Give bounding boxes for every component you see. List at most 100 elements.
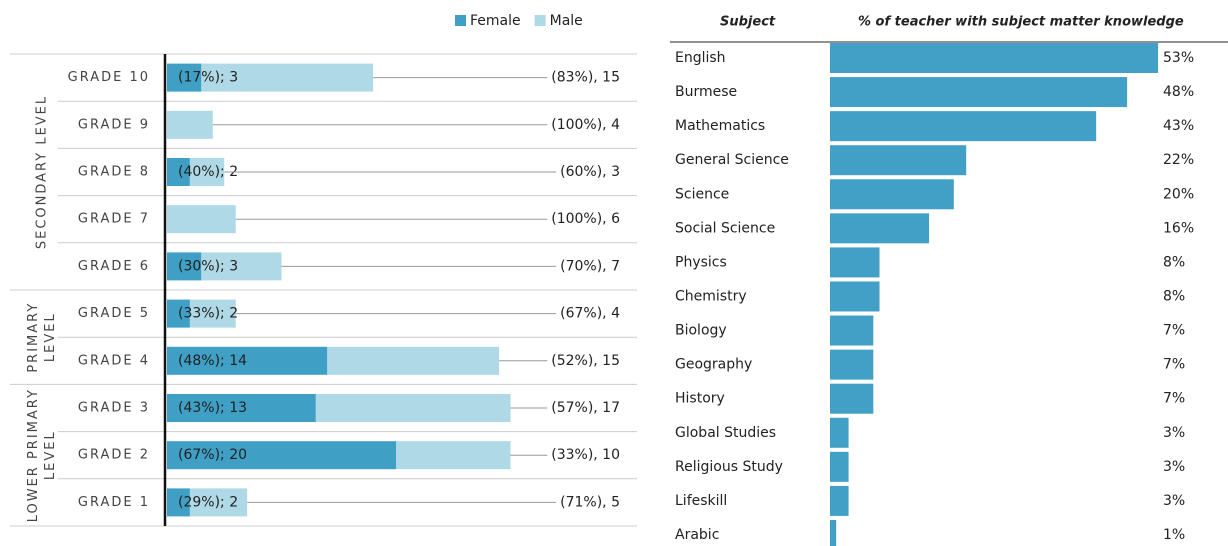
bar-segment [167, 488, 190, 517]
female-label: (40%); 2 [178, 164, 238, 180]
grade-label: GRADE 2 [78, 448, 150, 463]
bar-segment [396, 441, 511, 470]
bar-segment [189, 158, 225, 186]
bar-segment [201, 63, 374, 92]
value-label: 3% [1163, 425, 1185, 441]
category-label: Burmese [675, 84, 737, 100]
value-label: 7% [1163, 323, 1185, 339]
female-label: (67%); 20 [178, 447, 247, 463]
bar [830, 417, 849, 448]
grade-label: GRADE 5 [78, 306, 150, 321]
category-label: Global Studies [675, 425, 776, 441]
bar-segment [189, 299, 236, 328]
female-label: (33%); 2 [178, 306, 238, 322]
category-label: Religious Study [675, 459, 783, 475]
grade-label: GRADE 10 [68, 70, 150, 85]
value-label: 8% [1163, 254, 1185, 270]
header: % of teacher with subject matter knowled… [858, 15, 1184, 30]
legend-label: Male [550, 13, 583, 29]
value-label: 43% [1163, 118, 1194, 134]
bar-segment [167, 346, 328, 375]
bar [830, 247, 880, 278]
legend-swatch [455, 15, 466, 26]
bar [830, 43, 1159, 73]
bar-segment [167, 63, 202, 92]
male-label: (100%), 4 [551, 117, 620, 133]
grade-label: GRADE 4 [78, 353, 150, 368]
female-label: (30%); 3 [178, 258, 238, 274]
header: Subject [720, 15, 776, 30]
value-label: 16% [1163, 220, 1194, 236]
value-label: 1% [1163, 527, 1185, 543]
bar [830, 349, 874, 380]
bar-segment [167, 394, 316, 422]
value-label: 8% [1163, 288, 1185, 304]
male-label: (70%), 7 [560, 258, 620, 274]
bar [830, 315, 874, 346]
bar-segment [167, 299, 190, 328]
group-label: LEVEL [43, 430, 58, 480]
bar-segment [167, 110, 213, 139]
bar [830, 485, 849, 516]
group-label: PRIMARY [26, 302, 41, 373]
category-label: English [675, 50, 726, 66]
bar-segment [315, 394, 511, 422]
category-label: Physics [675, 254, 727, 270]
grade-label: GRADE 3 [78, 401, 150, 416]
male-label: (100%), 6 [551, 211, 620, 227]
male-label: (33%), 10 [551, 447, 620, 463]
category-label: Lifeskill [675, 493, 727, 509]
male-label: (52%), 15 [551, 353, 620, 369]
bar [830, 145, 967, 176]
bar-segment [167, 205, 236, 234]
bar [830, 179, 954, 210]
value-label: 48% [1163, 84, 1194, 100]
group-label: SECONDARY LEVEL [35, 95, 50, 249]
male-label: (57%), 17 [551, 400, 620, 416]
legend-swatch [534, 15, 546, 26]
bar [830, 77, 1128, 108]
female-label: (29%); 2 [178, 494, 238, 510]
category-label: Chemistry [675, 288, 747, 304]
value-label: 20% [1163, 186, 1194, 202]
bar-segment [201, 252, 282, 281]
bar-segment [167, 441, 396, 470]
female-label: (43%); 13 [178, 400, 247, 416]
bar-segment [167, 158, 190, 186]
bar [830, 519, 837, 546]
value-label: 7% [1163, 391, 1185, 407]
bar-segment [327, 346, 500, 375]
grade-label: GRADE 6 [78, 259, 150, 274]
male-label: (71%), 5 [560, 494, 620, 510]
category-label: Biology [675, 323, 727, 339]
female-label: (17%); 3 [178, 70, 238, 86]
female-label: (48%); 14 [178, 353, 247, 369]
value-label: 22% [1163, 152, 1194, 168]
grade-label: GRADE 9 [78, 117, 150, 132]
male-label: (60%), 3 [560, 164, 620, 180]
category-label: Geography [675, 357, 752, 373]
category-label: Arabic [675, 527, 719, 543]
category-label: Science [675, 186, 729, 202]
grade-label: GRADE 1 [78, 495, 150, 510]
value-label: 53% [1163, 50, 1194, 66]
grade-label: GRADE 8 [78, 165, 150, 180]
male-label: (83%), 15 [551, 70, 620, 86]
bar [830, 213, 930, 244]
value-label: 7% [1163, 357, 1185, 373]
value-label: 3% [1163, 493, 1185, 509]
value-label: 3% [1163, 459, 1185, 475]
bar-segment [167, 252, 202, 281]
group-label: LOWER PRIMARY [26, 388, 41, 522]
group-label: LEVEL [43, 312, 58, 362]
bar [830, 281, 880, 312]
category-label: General Science [675, 152, 789, 168]
bar [830, 451, 849, 482]
category-label: History [675, 391, 725, 407]
legend-label: Female [470, 13, 521, 29]
male-label: (67%), 4 [560, 306, 620, 322]
bar-segment [189, 488, 248, 517]
category-label: Social Science [675, 220, 775, 236]
category-label: Mathematics [675, 118, 765, 134]
